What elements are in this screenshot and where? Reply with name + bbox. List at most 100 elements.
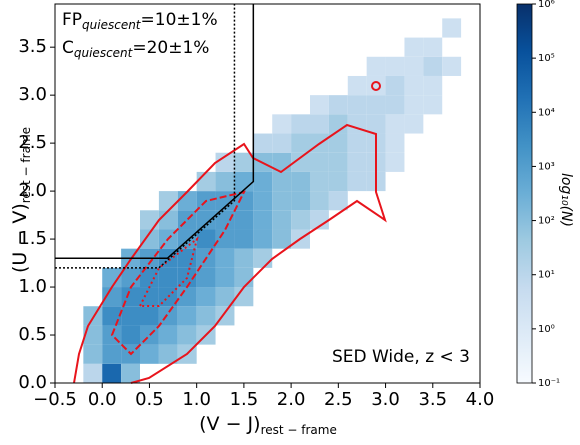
cell (177, 287, 197, 307)
cell (404, 37, 424, 57)
cell (347, 171, 367, 192)
cell (291, 191, 310, 211)
cell (177, 191, 197, 211)
cell (328, 191, 348, 211)
cell (347, 133, 367, 153)
cell (234, 248, 254, 268)
cell (196, 229, 216, 249)
cell (310, 171, 329, 192)
x-tick-label: 3.5 (418, 389, 447, 410)
cell (196, 171, 216, 192)
cell (423, 56, 443, 76)
x-tick-label: 3.0 (371, 389, 400, 410)
cell (102, 287, 122, 307)
cell (140, 267, 159, 288)
cell (196, 267, 216, 288)
x-tick-label: 2.5 (324, 389, 353, 410)
y-axis-label: (U − V)rest − frame (9, 127, 33, 273)
x-tick-label: 4.0 (466, 389, 495, 410)
cell (158, 267, 178, 288)
cell (366, 56, 386, 76)
colorbar-tick-label: 10⁰ (538, 324, 555, 335)
cell (310, 152, 329, 172)
cell (404, 114, 424, 134)
cell (253, 133, 273, 153)
cell (215, 171, 235, 192)
x-tick-label: 1.5 (230, 389, 259, 410)
cell (215, 152, 235, 172)
x-tick-label: 2.0 (277, 389, 306, 410)
colorbar-tick-label: 10⁴ (538, 107, 555, 118)
cell (347, 75, 367, 96)
cell (102, 344, 122, 364)
cell (177, 325, 197, 345)
cell (234, 210, 254, 230)
cell (177, 248, 197, 268)
cell (385, 114, 405, 134)
cell (140, 306, 159, 326)
cell (158, 210, 178, 230)
cell (196, 306, 216, 326)
cell (234, 152, 254, 172)
cell (158, 344, 178, 364)
colorbar-tick-label: 10⁵ (538, 53, 555, 64)
cell (366, 114, 386, 134)
cell (253, 210, 273, 230)
plot-frame (54, 3, 481, 384)
cell (423, 37, 443, 57)
cell (234, 171, 254, 192)
cell (140, 229, 159, 249)
cell (234, 191, 254, 211)
cell (121, 306, 140, 326)
cell (366, 75, 386, 96)
colorbar (516, 3, 533, 384)
cell (215, 210, 235, 230)
x-tick-label: 0.0 (88, 389, 117, 410)
cell (385, 56, 405, 76)
cell (121, 363, 140, 383)
cell (253, 171, 273, 192)
cell (291, 133, 310, 153)
annotation: SED Wide, z < 3 (332, 347, 470, 367)
mid-contour (110, 190, 246, 356)
annotation: Cquiescent=20±1% (62, 38, 209, 60)
cell (177, 210, 197, 230)
cell (102, 363, 122, 383)
cell (177, 306, 197, 326)
cell (347, 152, 367, 172)
cell (442, 56, 462, 76)
y-tick-label: 3.0 (18, 84, 47, 105)
y-tick-label: 2.5 (18, 132, 47, 153)
cell (196, 210, 216, 230)
cell (234, 267, 254, 288)
x-tick-label: 0.5 (135, 389, 164, 410)
cell (328, 133, 348, 153)
colorbar-tick-label: 10⁻¹ (538, 378, 560, 389)
cell (83, 344, 103, 364)
y-tick-label: 1.5 (18, 228, 47, 249)
cell (158, 325, 178, 345)
cell (140, 344, 159, 364)
cell (215, 287, 235, 307)
inner-contour (138, 236, 199, 307)
cell (158, 191, 178, 211)
cell (272, 191, 292, 211)
cell (328, 95, 348, 115)
cell (121, 325, 140, 345)
x-tick-label: 1.0 (182, 389, 211, 410)
cell (83, 325, 103, 345)
cell (215, 306, 235, 326)
cell (366, 95, 386, 115)
heatmap (83, 18, 462, 383)
cell (310, 114, 329, 134)
cell (291, 152, 310, 172)
colorbar-tick-label: 10¹ (538, 270, 555, 281)
cell (310, 95, 329, 115)
cell (102, 306, 122, 326)
cell (328, 152, 348, 172)
cell (310, 191, 329, 211)
cell (404, 56, 424, 76)
colorbar-label: log₁₀(N) (558, 173, 574, 227)
cell (291, 171, 310, 192)
